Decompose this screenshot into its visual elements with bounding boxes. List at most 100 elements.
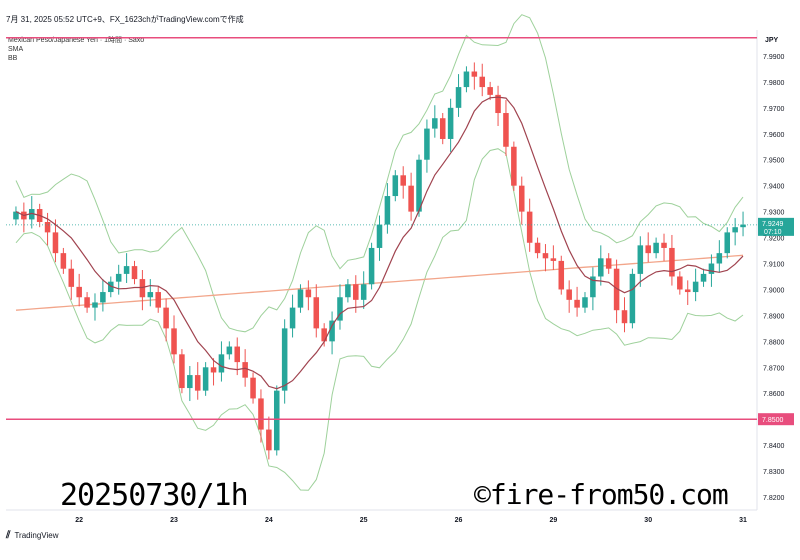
candle-body bbox=[84, 297, 90, 308]
site-stamp: ©fire-from50.com bbox=[474, 478, 729, 511]
current-price-label: 7.9249 bbox=[762, 221, 784, 228]
candle-body bbox=[392, 175, 399, 197]
candle-body bbox=[511, 146, 517, 186]
currency-label: JPY bbox=[765, 37, 779, 44]
candle-body bbox=[495, 94, 501, 114]
candle-body bbox=[13, 211, 19, 220]
current-price-tag bbox=[758, 217, 794, 236]
y-tick-label: 7.8800 bbox=[763, 339, 785, 346]
candle-body bbox=[424, 128, 430, 160]
candle-body bbox=[179, 354, 185, 389]
candle-body bbox=[337, 297, 343, 321]
candle-body bbox=[313, 297, 320, 329]
y-tick-label: 7.8300 bbox=[763, 469, 785, 476]
candle-body bbox=[360, 284, 367, 300]
candle-body bbox=[408, 185, 414, 212]
x-tick-label: 29 bbox=[549, 517, 557, 524]
candle-body bbox=[68, 268, 75, 287]
candle-body bbox=[455, 87, 462, 108]
y-tick-label: 7.9300 bbox=[763, 210, 785, 217]
candle-body bbox=[258, 398, 264, 430]
x-tick-label: 24 bbox=[265, 517, 273, 524]
date-stamp: 20250730/1h bbox=[60, 478, 249, 513]
candle-body bbox=[60, 253, 67, 269]
candle-body bbox=[708, 263, 715, 274]
candle-body bbox=[629, 273, 636, 324]
candle-body bbox=[289, 307, 296, 329]
y-tick-label: 7.9100 bbox=[763, 262, 785, 269]
candle-body bbox=[131, 266, 138, 280]
candle-body bbox=[108, 281, 114, 293]
legend-symbol: Mexican Peso/Japanese Yen · 1時間 · Saxo bbox=[8, 37, 145, 44]
candle-body bbox=[266, 429, 272, 451]
x-tick-label: 30 bbox=[644, 517, 652, 524]
candle-body bbox=[700, 273, 707, 282]
candle-body bbox=[353, 284, 359, 300]
candle-body bbox=[716, 253, 723, 264]
candle-body bbox=[653, 242, 659, 254]
candle-body bbox=[76, 286, 82, 298]
bb-lower-line bbox=[15, 148, 744, 491]
candle-body bbox=[123, 266, 130, 274]
candle-body bbox=[400, 175, 406, 186]
x-tick-label: 26 bbox=[455, 517, 463, 524]
candle-body bbox=[115, 273, 122, 282]
y-tick-label: 7.9700 bbox=[763, 106, 785, 113]
candle-body bbox=[28, 209, 35, 220]
y-tick-label: 7.8900 bbox=[763, 313, 785, 320]
chart-title: 7月 31, 2025 05:52 UTC+9、FX_1623chがTradin… bbox=[6, 15, 244, 24]
candle-body bbox=[684, 289, 691, 293]
candle-body bbox=[692, 281, 699, 293]
candle-body bbox=[139, 279, 146, 298]
candle-body bbox=[645, 245, 651, 254]
footer-brand: TradingView bbox=[14, 531, 59, 540]
candle-body bbox=[677, 276, 683, 290]
candle-body bbox=[321, 328, 327, 342]
candle-body bbox=[155, 292, 161, 308]
candle-body bbox=[234, 346, 241, 363]
candle-body bbox=[621, 310, 628, 324]
legend-bb: BB bbox=[8, 55, 18, 62]
candle-body bbox=[92, 302, 98, 308]
candle-body bbox=[598, 258, 604, 277]
y-tick-label: 7.9900 bbox=[763, 54, 785, 61]
y-tick-label: 7.9200 bbox=[763, 236, 785, 243]
y-tick-label: 7.9400 bbox=[763, 184, 785, 191]
candle-body bbox=[669, 247, 675, 277]
countdown-label: 07:10 bbox=[764, 229, 782, 236]
candle-body bbox=[368, 247, 375, 285]
chart-legend: Mexican Peso/Japanese Yen · 1時間 · Saxo S… bbox=[8, 36, 144, 63]
candle-body bbox=[724, 232, 731, 254]
y-tick-label: 7.8700 bbox=[763, 365, 785, 372]
candle-body bbox=[471, 71, 478, 77]
candle-body bbox=[463, 71, 470, 88]
candle-body bbox=[558, 260, 565, 290]
candle-body bbox=[416, 159, 422, 212]
candle-body bbox=[187, 375, 193, 389]
candle-body bbox=[439, 118, 446, 139]
long-ma-line bbox=[15, 254, 744, 311]
candle-body bbox=[345, 284, 351, 298]
candle-body bbox=[210, 367, 217, 373]
candle-body bbox=[590, 276, 596, 298]
candle-body bbox=[242, 362, 248, 378]
candle-body bbox=[52, 232, 59, 254]
candle-body bbox=[503, 113, 509, 147]
candle-body bbox=[329, 320, 335, 342]
candle-body bbox=[542, 253, 549, 259]
candle-body bbox=[526, 211, 533, 243]
level-tag-label: 7.8500 bbox=[762, 417, 784, 424]
sma-line bbox=[15, 96, 744, 390]
candle-body bbox=[740, 224, 746, 228]
x-tick-label: 31 bbox=[739, 517, 747, 524]
candle-body bbox=[432, 118, 438, 129]
candle-body bbox=[171, 328, 177, 355]
candle-body bbox=[447, 107, 454, 139]
candle-body bbox=[226, 346, 233, 355]
x-tick-label: 23 bbox=[170, 517, 178, 524]
tradingview-logo-icon: ⫽ bbox=[6, 530, 11, 541]
candle-body bbox=[202, 367, 209, 391]
candle-body bbox=[218, 354, 225, 373]
candle-body bbox=[44, 222, 51, 233]
